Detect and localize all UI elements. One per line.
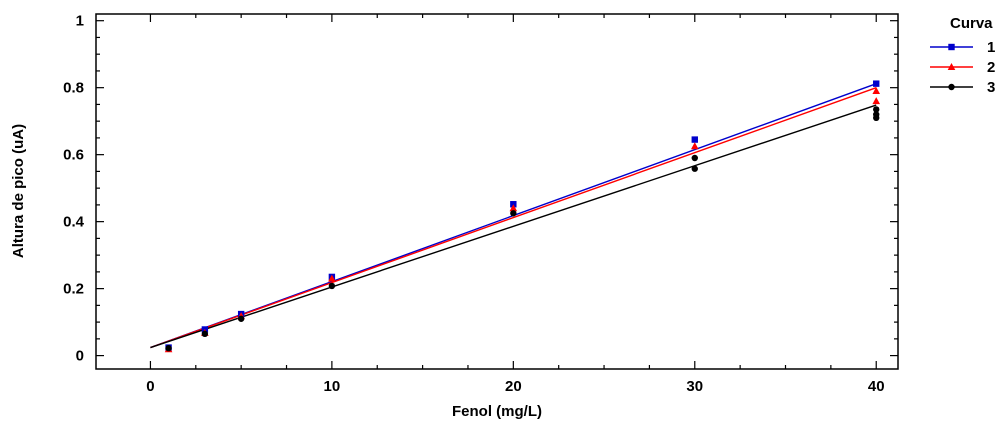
x-tick-label: 20 [505,378,522,395]
data-point-1 [873,80,880,87]
data-point-3 [165,345,172,352]
fit-line-2 [150,87,877,349]
legend-label-2: 2 [987,59,995,76]
legend-label-1: 1 [987,39,995,56]
data-point-2 [328,274,336,282]
legend-title: Curva [950,15,993,32]
data-point-3 [873,106,880,113]
data-point-3 [328,282,336,290]
data-point-1 [691,136,698,143]
y-axis-title: Altura de pico (uA) [10,124,27,258]
legend-marker-3 [948,83,955,91]
x-axis-title: Fenol (mg/L) [452,403,542,420]
y-tick-label: 0 [76,348,84,365]
y-tick-label: 1 [76,13,84,30]
y-tick-label: 0.2 [63,281,84,298]
x-tick-label: 0 [146,378,154,395]
data-point-3 [873,111,880,118]
data-point-3 [201,330,209,338]
y-tick-label: 0.6 [63,147,84,164]
legend-marker-2 [947,63,956,70]
data-point-2 [872,97,881,105]
y-tick-label: 0.4 [63,214,85,231]
data-point-2 [690,142,699,150]
legend: Curva 1 2 3 [930,15,995,96]
data-points [164,80,881,353]
fit-line-3 [150,104,877,349]
data-point-2 [872,87,881,95]
data-point-1 [510,201,517,208]
x-tick-label: 10 [324,378,341,395]
x-tick-label: 40 [868,378,885,395]
y-tick-label: 0.8 [63,80,84,97]
legend-marker-1 [948,43,955,51]
legend-label-3: 3 [987,79,995,96]
plot-frame [95,13,899,370]
data-point-3 [691,154,698,162]
data-point-2 [509,204,518,212]
axis-ticks: 0 10 20 30 40 0 0.2 0.4 0.6 0.8 1 [63,13,898,395]
x-tick-label: 30 [686,378,703,395]
data-point-3 [510,210,517,217]
data-point-3 [237,315,245,322]
data-point-3 [691,165,698,172]
